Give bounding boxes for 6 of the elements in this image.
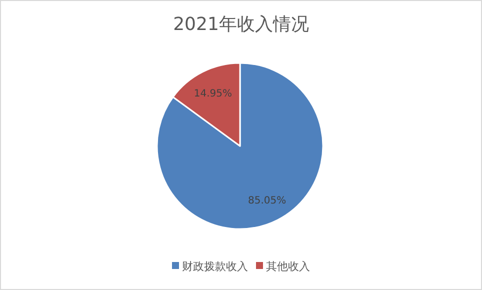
chart-title: 2021年收入情况	[173, 14, 309, 35]
pie-slice	[156, 62, 324, 230]
data-label: 14.95%	[194, 88, 232, 100]
data-label: 85.05%	[248, 195, 286, 206]
legend-label: 其他收入	[266, 260, 310, 273]
legend-label: 财政拨款收入	[182, 260, 248, 273]
